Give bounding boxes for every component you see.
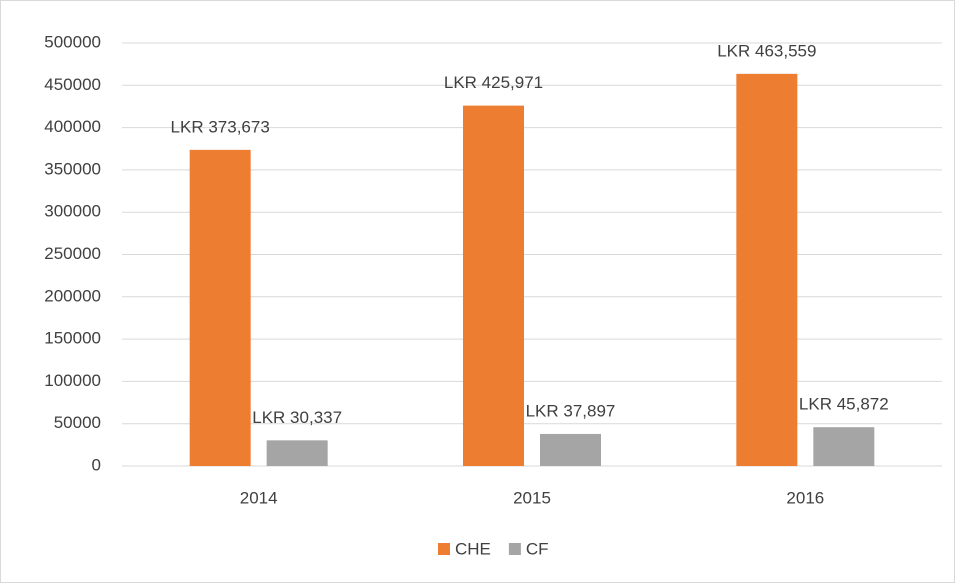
y-tick-label: 300000 — [44, 202, 101, 221]
y-tick-label: 450000 — [44, 75, 101, 94]
y-tick-label: 0 — [92, 455, 101, 474]
legend-label: CF — [526, 539, 549, 558]
x-tick-label: 2015 — [513, 488, 551, 507]
value-label: LKR 30,337 — [252, 408, 342, 427]
legend-swatch — [508, 543, 521, 555]
y-tick-label: 400000 — [44, 117, 101, 136]
x-tick-label: 2014 — [240, 488, 278, 507]
y-tick-label: 100000 — [44, 371, 101, 390]
bar — [266, 440, 328, 466]
y-tick-label: 200000 — [44, 286, 101, 305]
legend-label: CHE — [455, 539, 491, 558]
bar — [463, 105, 524, 466]
y-tick-label: 150000 — [44, 329, 101, 348]
bar — [736, 73, 798, 466]
x-tick-label: 2016 — [786, 488, 824, 507]
value-label: LKR 37,897 — [526, 401, 616, 420]
value-label: LKR 463,559 — [717, 41, 816, 60]
bar — [189, 149, 251, 467]
y-tick-label: 50000 — [54, 413, 101, 432]
value-label: LKR 425,971 — [444, 73, 543, 92]
legend-swatch — [438, 543, 450, 555]
value-label: LKR 373,673 — [171, 117, 270, 136]
value-label: LKR 45,872 — [799, 395, 889, 414]
bar — [813, 427, 875, 466]
bar — [540, 433, 601, 466]
y-tick-label: 500000 — [44, 32, 101, 51]
y-tick-label: 350000 — [44, 159, 101, 178]
y-tick-label: 250000 — [44, 244, 101, 263]
